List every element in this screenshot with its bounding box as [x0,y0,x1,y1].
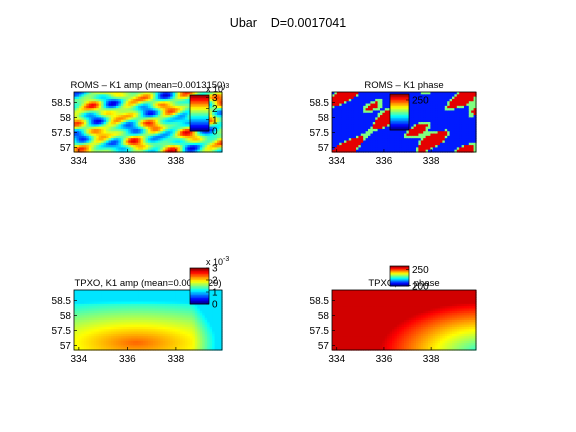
x-tick-label: 338 [168,354,185,365]
x-tick-label: 334 [71,156,88,167]
panel-2: 334 336 338 57 57.5 58 58.5 ROMS – K1 phase 250 [310,80,477,167]
colorbar-exponent-power: -3 [223,256,229,263]
y-tick-label: 58 [318,113,330,124]
panel-1: 334 336 338 57 57.5 58 58.5 ROMS – K1 amp (mean… [52,80,230,167]
colorbar-tick-label: 0 [212,127,218,138]
y-tick-label: 58.5 [52,98,72,109]
colorbar-tick-label: 2 [212,104,218,115]
colorbar-tick-label: 3 [212,93,218,104]
heatmap-field [332,290,477,351]
colorbar-exponent: x 10-3 [206,83,229,94]
y-tick-label: 57 [60,143,72,154]
panel-title: ROMS – K1 amp (mean=0.0013150) [71,80,226,91]
x-tick-label: 338 [168,156,185,167]
y-tick-label: 57 [318,143,330,154]
panel-4: 3343363385757.55858.5TPXO, K1 phase20025… [310,265,477,365]
y-tick-label: 58.5 [52,296,72,307]
colorbar-tick-label: 1 [212,115,218,126]
y-tick-label: 58.5 [310,98,330,109]
colorbar-exponent-base: x 10 [206,257,223,267]
colorbar-tick-label: 1 [212,288,218,299]
y-tick-label: 58 [60,113,72,124]
colorbar-exponent: x 10-3 [206,256,229,267]
colorbar-tick-label: 0 [212,300,218,311]
y-tick-label: 57 [60,341,72,352]
x-tick-label: 334 [71,354,88,365]
x-tick-label: 336 [376,156,393,167]
panel-3: 334 336 3385757.55858.5TPXO, K1 amp (mean=… [52,256,230,365]
x-tick-label: 336 [119,156,136,167]
y-tick-label: 57.5 [52,326,72,337]
y-tick-label: 57.5 [310,128,330,139]
figure-title: Ubar D=0.0017041 [230,16,346,30]
x-tick-label: 336 [119,354,136,365]
colorbar-exponent-power: -3 [223,83,229,90]
y-tick-label: 58 [60,311,72,322]
colorbar-tick-label: 250 [412,96,429,107]
panel-title: ROMS – K1 phase [364,80,443,91]
colorbar-tick-label: 2 [212,276,218,287]
colorbar-exponent-base: x 10 [206,84,223,94]
x-tick-label: 338 [423,156,440,167]
x-tick-label: 334 [328,156,345,167]
y-tick-label: 57.5 [52,128,72,139]
